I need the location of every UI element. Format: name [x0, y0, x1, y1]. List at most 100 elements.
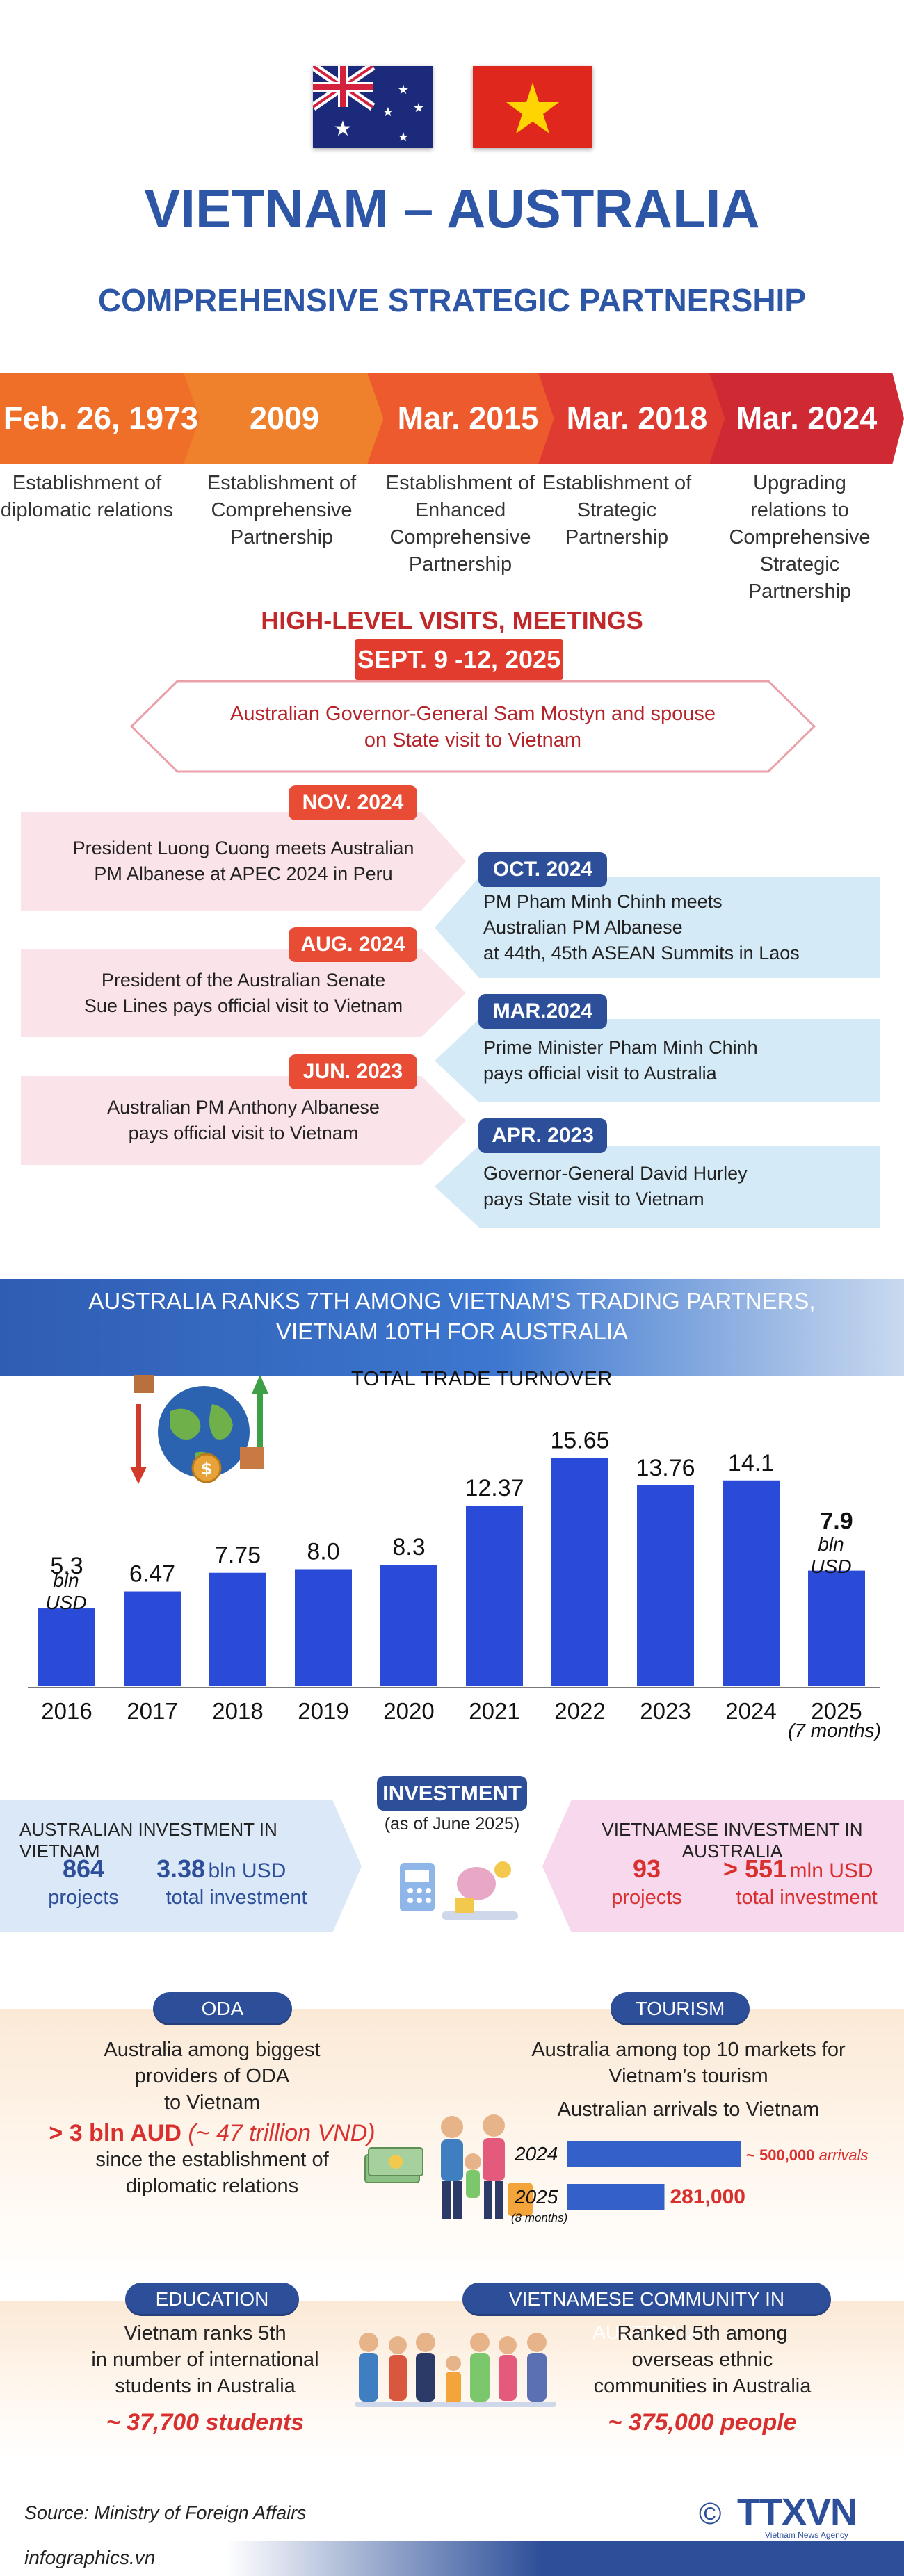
- ttxvn-logo: TTXVN Vietnam News Agency: [737, 2493, 890, 2541]
- investment-vn-amount-unit: mln USD: [789, 1859, 873, 1882]
- visit-card-jun-2023: Australian PM Anthony Albanese pays offic…: [21, 1076, 466, 1165]
- visit-featured-line-2: on State visit to Vietnam: [364, 729, 582, 751]
- timeline-desc-2015: Establishment of Enhanced Comprehensive …: [385, 472, 535, 576]
- investment-au-amount: 3.38 bln USD: [156, 1854, 337, 1884]
- investment-au-amount-label: total investment: [166, 1886, 307, 1909]
- investment-vn-projects: 93: [632, 1854, 661, 1883]
- investment-au-projects-label: projects: [48, 1886, 119, 1909]
- community-count: ~ 375,000 people: [608, 2409, 797, 2436]
- visit-featured-line-1: Australian Governor-General Sam Mostyn a…: [230, 703, 716, 725]
- oda-label: ODA: [153, 1992, 292, 2025]
- bar-value-2020: 8.3: [392, 1534, 425, 1560]
- timeline-segment-1973: Feb. 26, 1973: [0, 373, 202, 464]
- trade-chart: 5.3 2016 6.47 2017 7.75 2018 8.0 2019 8.3 2020 12.…: [28, 1427, 880, 1724]
- timeline-date: Mar. 2015: [397, 400, 539, 436]
- globe-trade-icon: $: [129, 1369, 275, 1487]
- svg-text:★: ★: [413, 101, 424, 115]
- source-note: Source: Ministry of Foreign Affairs: [24, 2502, 307, 2523]
- tourism-chart: 2024 ~ 500,000 arrivals 2025 281,000 (8 mont…: [511, 2141, 869, 2224]
- visit-card-oct-2024: PM Pham Minh Chinh meets Australian PM A…: [435, 877, 880, 978]
- timeline-desc-1973: Establishment of diplomatic relations: [0, 472, 174, 521]
- timeline-segment-2009: 2009: [184, 373, 385, 464]
- visit-date: SEPT. 9 -12, 2025: [357, 645, 561, 674]
- bar-year-2016: 2016: [41, 1698, 92, 1724]
- visit-date-aug-2024: AUG. 2024: [289, 927, 417, 962]
- bar-year-2022: 2022: [554, 1698, 605, 1724]
- investment-vn-title: VIETNAMESE INVESTMENT IN AUSTRALIA: [602, 1819, 863, 1861]
- trade-banner-text: AUSTRALIA RANKS 7TH AMONG VIETNAM’S TRAD…: [0, 1286, 904, 1347]
- tourism-value-2024: ~ 500,000 arrivals: [746, 2146, 869, 2164]
- education-label: EDUCATION: [125, 2283, 299, 2316]
- bar-2019: [295, 1569, 352, 1686]
- timeline-date: 2009: [249, 400, 320, 436]
- investment-au-projects: 864: [62, 1854, 105, 1883]
- timeline-desc-2024: Upgrading relations to Comprehensive Str…: [729, 472, 871, 603]
- copyright-symbol: ©: [699, 2497, 722, 2531]
- visit-date-nov-2024: NOV. 2024: [289, 785, 417, 820]
- bar-value-2016: 5.3: [50, 1553, 83, 1579]
- visits-heading: HIGH-LEVEL VISITS, MEETINGS: [261, 606, 643, 635]
- page-title: VIETNAM – AUSTRALIA: [144, 178, 760, 239]
- tourism-year-2025: 2025: [514, 2186, 558, 2208]
- visit-line: pays State visit to Vietnam: [483, 1189, 704, 1209]
- bar-value-2017: 6.47: [129, 1561, 175, 1588]
- bar-year-2020: 2020: [383, 1698, 434, 1724]
- visit-date-jun-2023: JUN. 2023: [289, 1054, 417, 1089]
- tourism-line: Vietnam’s tourism: [608, 2065, 768, 2087]
- investment-vn-amount-value: > 551: [723, 1854, 787, 1883]
- svg-text:★: ★: [398, 83, 409, 97]
- community-line: Ranked 5th among: [617, 2322, 788, 2345]
- tourism-note-2025: (8 months): [511, 2211, 567, 2224]
- bar-year-2025: 2025: [811, 1698, 862, 1724]
- bar-2024: [723, 1480, 780, 1686]
- education-line: in number of international: [91, 2349, 319, 2371]
- footer-site: infographics.vn: [24, 2547, 156, 2568]
- bar-2020: [380, 1565, 437, 1686]
- oda-line: diplomatic relations: [125, 2175, 299, 2197]
- timeline-segment-2024: Mar. 2024: [709, 373, 904, 464]
- community-text: Ranked 5th among overseas ethnic communi…: [549, 2320, 855, 2436]
- visit-line: at 44th, 45th ASEAN Summits in Laos: [483, 943, 800, 963]
- chart-title: TOTAL TRADE TURNOVER: [351, 1368, 613, 1390]
- education-line: Vietnam ranks 5th: [124, 2322, 286, 2345]
- trade-banner-line-2: VIETNAM 10TH FOR AUSTRALIA: [275, 1319, 629, 1344]
- bar-2018: [209, 1572, 266, 1686]
- timeline-date: Mar. 2018: [566, 400, 708, 436]
- community-illustration: [348, 2322, 563, 2426]
- timeline-desc-2009: Establishment of Comprehensive Partnersh…: [207, 472, 357, 548]
- bar-2022: [551, 1458, 608, 1686]
- oda-amount-note: (~ 47 trillion VND): [188, 2120, 376, 2146]
- unit-last-note: (7 months): [788, 1720, 881, 1741]
- timeline-date: Mar. 2024: [736, 400, 878, 436]
- investment-au-panel: [0, 1800, 362, 1932]
- community-line: communities in Australia: [593, 2375, 812, 2397]
- visit-card-nov-2024: President Luong Cuong meets Australian PM…: [21, 812, 466, 911]
- australia-flag: ★ ★ ★ ★ ★: [310, 63, 433, 148]
- education-count: ~ 37,700 students: [106, 2409, 305, 2436]
- bar-value-2018: 7.75: [215, 1542, 261, 1569]
- visit-featured-box: Australian Governor-General Sam Mostyn a…: [129, 680, 817, 773]
- investment-vn-projects-label: projects: [611, 1886, 682, 1909]
- visit-card-mar-2024: Prime Minister Pham Minh Chinh pays offi…: [435, 1019, 880, 1102]
- oda-line: to Vietnam: [163, 2092, 261, 2114]
- community-line: overseas ethnic: [631, 2349, 773, 2371]
- money-icon: [362, 2134, 424, 2190]
- bar-2016: [38, 1608, 95, 1686]
- bar-value-2019: 8.0: [307, 1539, 339, 1565]
- education-text: Vietnam ranks 5th in number of internati…: [49, 2320, 362, 2436]
- ttxvn-brand-sub: Vietnam News Agency: [765, 2530, 848, 2540]
- community-label: VIETNAMESE COMMUNITY IN AUSTRALIA: [462, 2283, 831, 2343]
- bar-value-2021: 12.37: [465, 1475, 524, 1501]
- visit-date-mar-2024: MAR.2024: [478, 994, 607, 1029]
- tourism-bar-2025: [567, 2184, 665, 2210]
- visit-line: PM Pham Minh Chinh meets: [483, 891, 723, 912]
- bar-year-2021: 2021: [469, 1698, 519, 1724]
- svg-text:★: ★: [382, 105, 394, 119]
- visit-line: Prime Minister Pham Minh Chinh: [483, 1037, 758, 1058]
- visit-line: Australian PM Anthony Albanese: [107, 1097, 380, 1118]
- bar-value-2022: 15.65: [550, 1427, 609, 1453]
- visit-line: Sue Lines pays official visit to Vietnam: [83, 995, 403, 1016]
- investment-illustration: [386, 1842, 525, 1939]
- investment-vn-amount-label: total investment: [736, 1886, 878, 1909]
- timeline-date: Feb. 26, 1973: [3, 400, 199, 436]
